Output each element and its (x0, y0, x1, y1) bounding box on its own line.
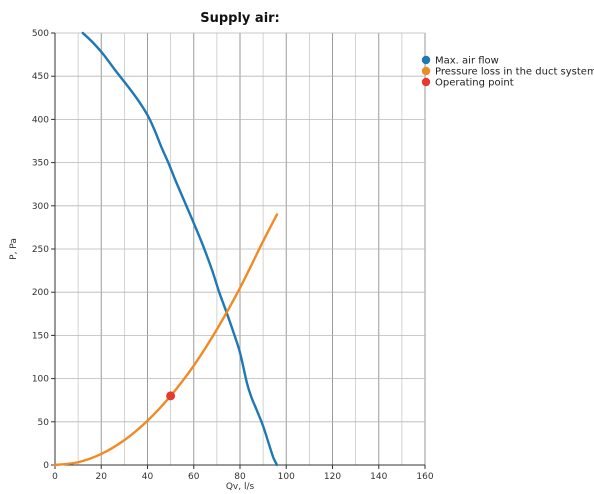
x-tick-label: 80 (234, 472, 246, 482)
series-line-1 (53, 213, 279, 467)
x-tick-label: 160 (416, 472, 433, 482)
y-tick-label: 250 (32, 245, 49, 255)
series-group (53, 31, 279, 467)
y-tick-label: 350 (32, 159, 49, 169)
x-tick-label: 60 (188, 472, 200, 482)
chart-title: Supply air: (200, 11, 280, 26)
x-tick-label: 0 (52, 472, 58, 482)
legend-label: Pressure loss in the duct system (435, 67, 594, 78)
legend-label: Max. air flow (435, 56, 499, 67)
y-tick-label: 0 (43, 461, 49, 471)
x-tick-label: 100 (278, 472, 295, 482)
y-tick-label: 150 (32, 331, 49, 341)
operating-point-marker (166, 391, 176, 401)
legend-marker (421, 77, 431, 87)
y-tick-label: 100 (32, 375, 49, 385)
legend-marker (421, 66, 431, 76)
x-tick-label: 20 (96, 472, 108, 482)
y-tick-label: 450 (32, 72, 49, 82)
y-tick-label: 50 (38, 418, 50, 428)
tick-labels: 0 20 40 60 80 100 120 140 160 0 50 100 150 200 250 300 3… (32, 29, 434, 482)
legend-marker (421, 55, 431, 65)
x-tick-label: 40 (142, 472, 154, 482)
x-axis-label: Qv, l/s (226, 482, 255, 492)
y-tick-label: 500 (32, 29, 49, 39)
grid (55, 32, 426, 465)
legend-label: Operating point (435, 78, 514, 89)
y-tick-label: 400 (32, 115, 49, 125)
y-axis-label: P, Pa (9, 238, 19, 260)
y-tick-label: 300 (32, 202, 49, 212)
x-tick-label: 140 (370, 472, 387, 482)
y-tick-label: 200 (32, 288, 49, 298)
series-line-0 (81, 31, 279, 467)
x-tick-label: 120 (324, 472, 341, 482)
